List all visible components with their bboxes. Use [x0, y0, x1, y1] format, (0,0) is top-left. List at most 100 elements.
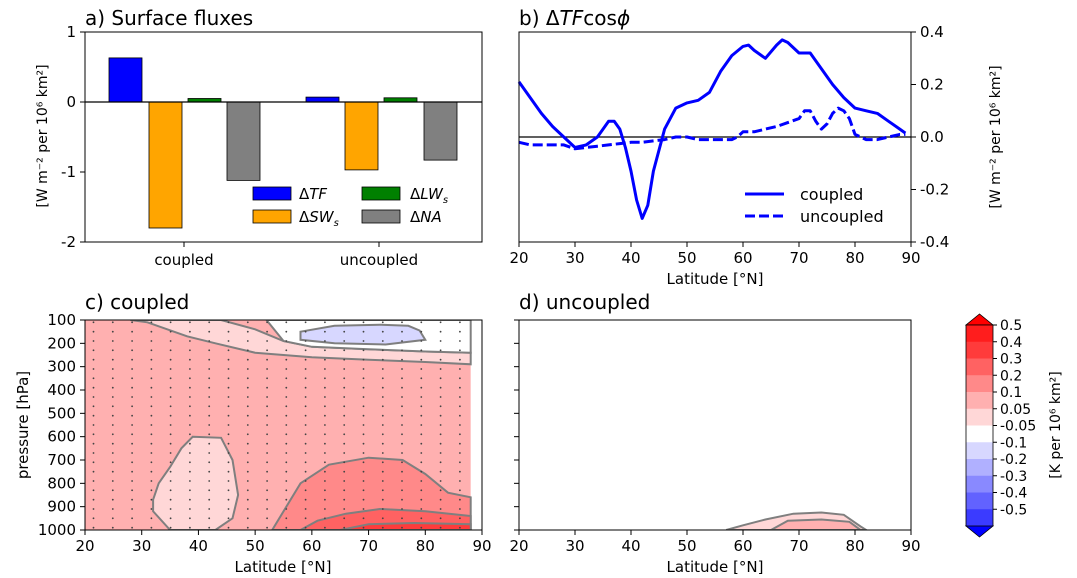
stipple-dot: [439, 452, 442, 454]
stipple-dot: [285, 424, 288, 426]
stipple-dot: [150, 414, 153, 417]
stipple-dot: [439, 386, 442, 389]
stipple-dot: [420, 526, 423, 529]
stipple-dot: [208, 433, 211, 436]
xtick-label: 90: [901, 537, 920, 555]
stipple-dot: [92, 386, 95, 389]
panel-b-legend: coupled uncoupled: [745, 185, 884, 226]
stipple-dot: [324, 461, 326, 464]
stipple-dot: [266, 452, 268, 454]
stipple-dot: [381, 340, 384, 342]
stipple-dot: [343, 508, 346, 510]
stipple-dot: [246, 396, 249, 398]
contour-region: [152, 435, 240, 530]
stipple-dot: [246, 330, 249, 333]
stipple-dot: [343, 498, 346, 501]
stipple-dot: [401, 442, 403, 445]
panel-d: d) uncoupled 20 30 40 50 60 70 80 90 Latitude […: [509, 290, 920, 576]
ytick-label: 500: [47, 404, 76, 422]
stipple-dot: [208, 386, 211, 389]
stipple-dot: [150, 452, 153, 454]
xtick-label: 60: [733, 537, 752, 555]
stipple-dot: [150, 386, 153, 389]
stipple-dot: [131, 414, 134, 417]
stipple-dot: [208, 424, 211, 426]
stipple-dot: [343, 377, 346, 380]
stipple-dot: [246, 321, 249, 324]
stipple-dot: [324, 489, 326, 492]
stipple-dot: [324, 498, 326, 501]
stipple-dot: [343, 386, 346, 389]
colorbar-tick-label: -0.5: [1000, 502, 1027, 518]
stipple-dot: [324, 480, 326, 482]
stipple-dot: [266, 489, 268, 492]
stipple-dot: [189, 330, 191, 333]
ytick-label: 0.2: [920, 76, 944, 94]
stipple-dot: [381, 526, 384, 529]
stipple-dot: [92, 433, 95, 436]
stipple-dot: [92, 517, 95, 520]
stipple-dot: [150, 433, 153, 436]
stipple-dot: [246, 377, 249, 380]
stipple-dot: [420, 349, 423, 352]
stipple-dot: [169, 498, 172, 501]
stipple-dot: [246, 470, 249, 473]
stipple-dot: [324, 377, 326, 380]
xtick-label: 70: [359, 537, 378, 555]
stipple-dot: [189, 452, 191, 454]
stipple-dot: [266, 424, 268, 426]
stipple-dot: [439, 498, 442, 501]
contour-region: [768, 518, 863, 530]
legend-swatch-lw: [361, 186, 401, 201]
stipple-dot: [304, 517, 307, 520]
stipple-dot: [111, 480, 114, 482]
stipple-dot: [381, 414, 384, 417]
stipple-dot: [324, 405, 326, 408]
stipple-dot: [401, 480, 403, 482]
stipple-dot: [189, 526, 191, 529]
stipple-dot: [266, 349, 268, 352]
stipple-dot: [150, 442, 153, 445]
stipple-dot: [343, 405, 346, 408]
stipple-dot: [189, 489, 191, 492]
ytick-label: -1: [61, 163, 76, 181]
xtick-label: 40: [621, 537, 640, 555]
stipple-dot: [111, 368, 114, 370]
xtick-label: 80: [845, 249, 864, 267]
stipple-dot: [304, 358, 307, 361]
stipple-dot: [362, 452, 365, 454]
stipple-dot: [189, 480, 191, 482]
stipple-dot: [420, 358, 423, 361]
colorbar-extend-top: [964, 313, 995, 326]
stipple-dot: [439, 517, 442, 520]
stipple-dot: [285, 386, 288, 389]
legend-swatch-tf: [252, 186, 292, 201]
stipple-dot: [439, 358, 442, 361]
stipple-dot: [362, 489, 365, 492]
stipple-dot: [420, 330, 423, 333]
stipple-dot: [189, 470, 191, 473]
stipple-dot: [459, 321, 461, 324]
stipple-dot: [246, 526, 249, 529]
stipple-dot: [285, 358, 288, 361]
stipple-dot: [459, 461, 461, 464]
stipple-dot: [208, 480, 211, 482]
stipple-dot: [189, 349, 191, 352]
panel-d-ticks: 20 30 40 50 60 70 80 90: [509, 319, 921, 555]
stipple-dot: [266, 321, 268, 324]
stipple-dot: [111, 498, 114, 501]
stipple-dot: [111, 405, 114, 408]
stipple-dot: [324, 330, 326, 333]
stipple-dot: [189, 414, 191, 417]
stipple-dot: [285, 414, 288, 417]
stipple-dot: [420, 414, 423, 417]
stipple-dot: [362, 414, 365, 417]
stipple-dot: [285, 377, 288, 380]
stipple-dot: [381, 321, 384, 324]
stipple-dot: [131, 368, 134, 370]
stipple-dot: [439, 405, 442, 408]
stipple-dot: [362, 340, 365, 342]
stipple-dot: [189, 340, 191, 342]
stipple-dot: [324, 526, 326, 529]
legend-label-coupled: coupled: [800, 185, 863, 204]
